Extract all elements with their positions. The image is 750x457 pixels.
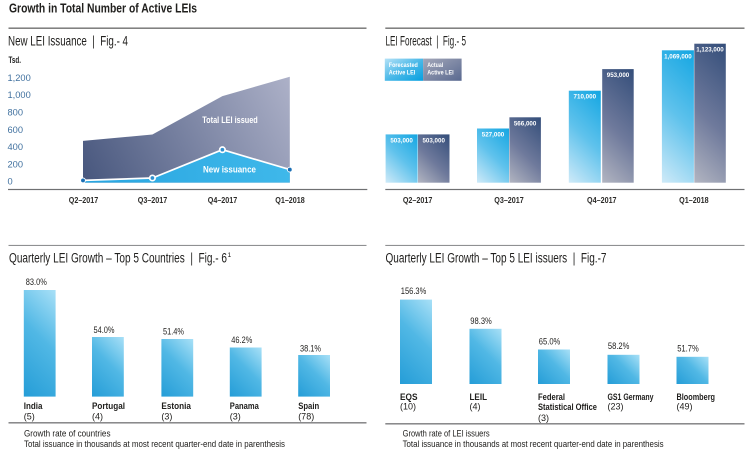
svg-text:38.1%: 38.1% [300, 343, 321, 353]
svg-text:(5): (5) [24, 411, 35, 421]
svg-text:1,069,000: 1,069,000 [664, 53, 692, 60]
svg-text:Q3–2017: Q3–2017 [138, 195, 168, 205]
svg-text:Q4–2017: Q4–2017 [208, 195, 238, 205]
svg-text:EQS: EQS [400, 392, 418, 402]
svg-text:New issuance: New issuance [203, 165, 256, 176]
svg-text:58.2%: 58.2% [608, 341, 630, 351]
svg-text:1: 1 [228, 252, 232, 259]
svg-text:Portugal: Portugal [92, 401, 125, 411]
svg-text:India: India [24, 401, 44, 411]
svg-text:Q4–2017: Q4–2017 [587, 195, 617, 205]
svg-text:Q2–2017: Q2–2017 [403, 195, 433, 205]
svg-text:Growth rate of countries: Growth rate of countries [24, 428, 111, 438]
svg-text:Tsd.: Tsd. [9, 55, 22, 65]
svg-text:Total issuance in thousands at: Total issuance in thousands at most rece… [403, 439, 664, 449]
svg-text:(78): (78) [298, 411, 314, 421]
svg-text:Quarterly LEI Growth – Top 5 L: Quarterly LEI Growth – Top 5 LEI issuers… [386, 251, 607, 266]
svg-text:(3): (3) [538, 413, 549, 423]
svg-text:51.4%: 51.4% [163, 327, 184, 337]
svg-text:Statistical Office: Statistical Office [538, 402, 597, 412]
svg-text:Total issuance in thousands at: Total issuance in thousands at most rece… [24, 439, 285, 449]
svg-text:503,000: 503,000 [390, 137, 413, 144]
svg-text:0: 0 [8, 176, 13, 186]
svg-text:65.0%: 65.0% [539, 336, 561, 346]
svg-text:710,000: 710,000 [574, 94, 597, 101]
svg-text:Federal: Federal [538, 392, 565, 402]
svg-text:(3): (3) [230, 411, 241, 421]
svg-text:Spain: Spain [298, 401, 319, 411]
svg-text:(23): (23) [608, 401, 624, 411]
svg-text:98.3%: 98.3% [470, 316, 492, 326]
svg-text:(3): (3) [161, 411, 172, 421]
svg-text:(10): (10) [400, 401, 416, 411]
svg-text:156.3%: 156.3% [401, 286, 427, 296]
svg-text:Forecasted: Forecasted [389, 62, 418, 69]
svg-text:(49): (49) [677, 401, 693, 411]
svg-text:Q3–2017: Q3–2017 [494, 195, 524, 205]
svg-text:Panama: Panama [230, 401, 260, 411]
svg-text:953,000: 953,000 [607, 72, 630, 79]
svg-text:Active LEI: Active LEI [427, 69, 454, 76]
svg-text:Total LEI issued: Total LEI issued [202, 115, 258, 126]
svg-text:LEIL: LEIL [470, 392, 488, 402]
svg-text:1,200: 1,200 [8, 73, 31, 83]
svg-text:LEI Forecast | Fig.- 5: LEI Forecast | Fig.- 5 [386, 33, 467, 48]
svg-text:200: 200 [8, 159, 24, 169]
svg-text:Quarterly LEI Growth – Top 5 C: Quarterly LEI Growth – Top 5 Countries |… [9, 251, 227, 266]
svg-text:(4): (4) [470, 401, 481, 411]
svg-text:New LEI Issuance | Fig.- 4: New LEI Issuance | Fig.- 4 [8, 33, 128, 48]
svg-text:GS1 Germany: GS1 Germany [608, 392, 654, 402]
svg-text:54.0%: 54.0% [94, 325, 115, 335]
svg-text:600: 600 [8, 125, 24, 135]
svg-text:566,000: 566,000 [514, 120, 537, 127]
svg-text:Q1–2018: Q1–2018 [275, 195, 305, 205]
svg-text:1,000: 1,000 [8, 90, 31, 100]
svg-text:400: 400 [8, 142, 24, 152]
svg-text:83.0%: 83.0% [26, 277, 47, 287]
svg-text:Q1–2018: Q1–2018 [679, 195, 709, 205]
svg-text:Growth rate of LEI issuers: Growth rate of LEI issuers [403, 428, 490, 438]
svg-text:Bloomberg: Bloomberg [677, 392, 716, 402]
svg-text:Growth in Total Number of Acti: Growth in Total Number of Active LEIs [9, 1, 197, 15]
svg-text:Actual: Actual [427, 62, 443, 69]
svg-text:Q2–2017: Q2–2017 [69, 195, 99, 205]
svg-text:1,123,000: 1,123,000 [696, 47, 724, 54]
svg-text:Estonia: Estonia [161, 401, 191, 411]
svg-text:800: 800 [8, 107, 24, 117]
svg-text:(4): (4) [92, 411, 103, 421]
svg-text:46.2%: 46.2% [231, 335, 252, 345]
svg-text:Active LEI: Active LEI [389, 69, 416, 76]
svg-text:527,000: 527,000 [482, 132, 505, 139]
svg-text:51.7%: 51.7% [677, 344, 699, 354]
svg-text:503,000: 503,000 [422, 137, 445, 144]
